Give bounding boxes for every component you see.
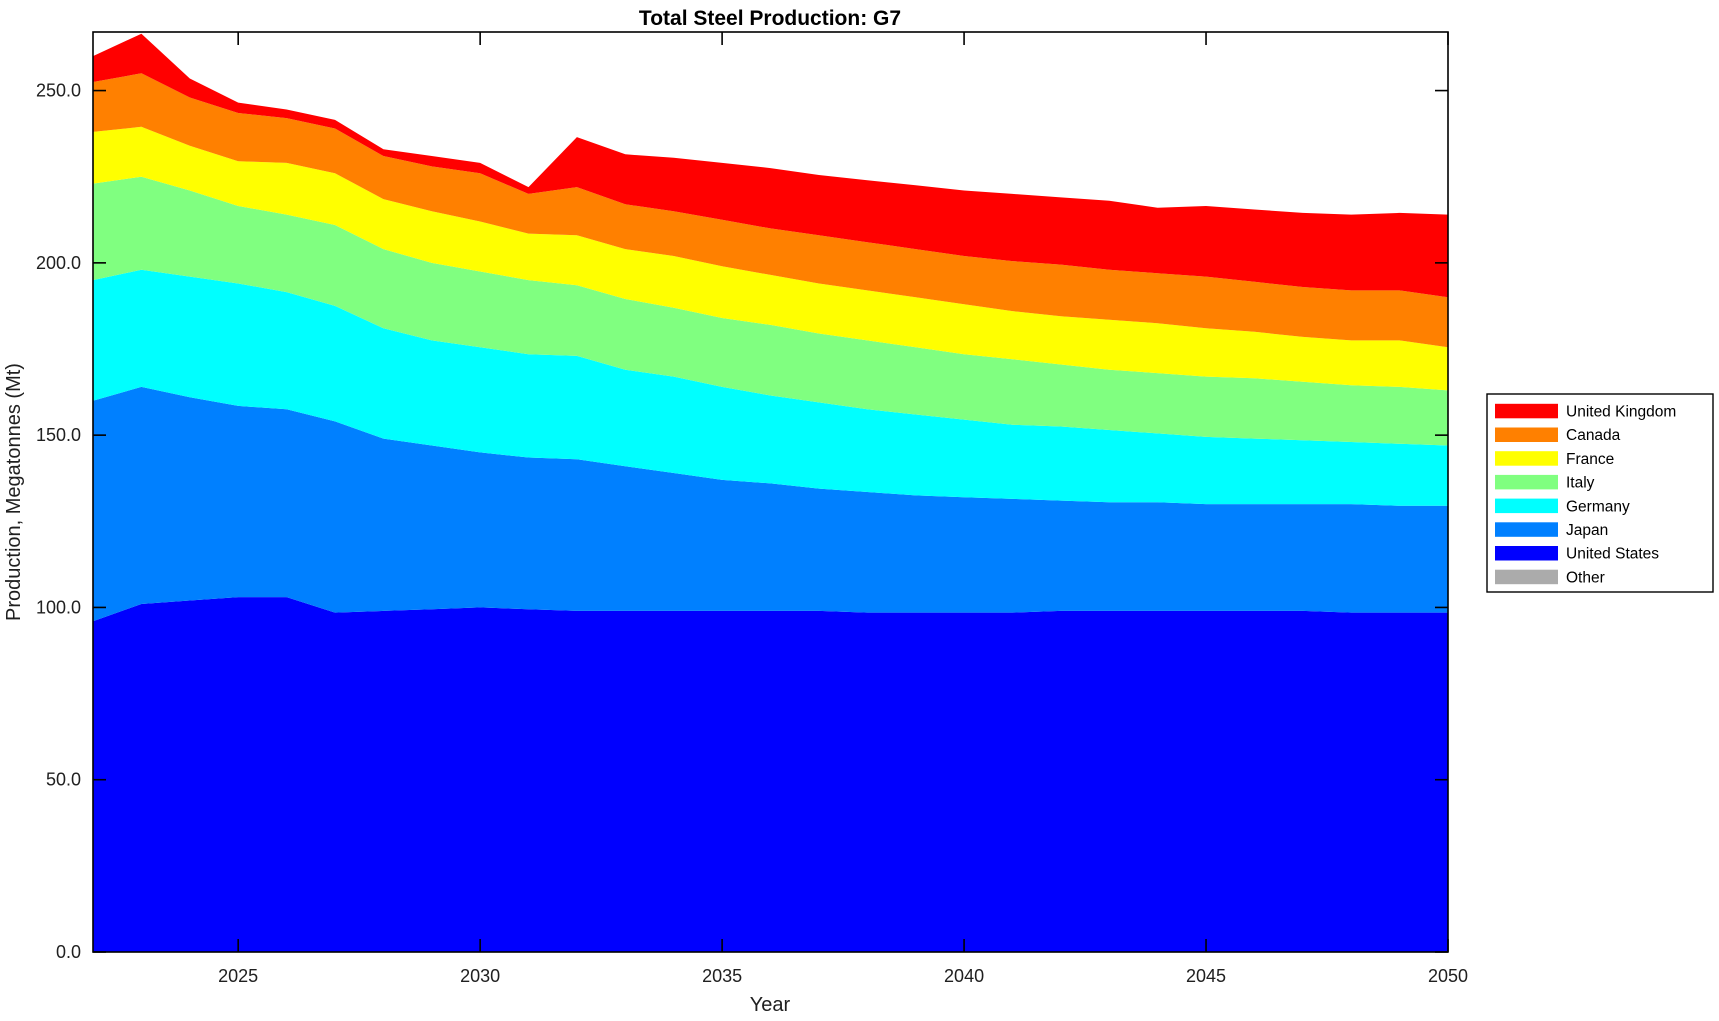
legend-swatch-canada [1495, 427, 1558, 442]
legend-swatch-united-states [1495, 546, 1558, 561]
legend-item-united-kingdom: United Kingdom [1495, 404, 1676, 421]
legend-item-italy: Italy [1495, 475, 1595, 492]
legend-item-france: France [1495, 451, 1614, 468]
stacked-areas [93, 33, 1448, 952]
legend-item-united-states: United States [1495, 546, 1659, 563]
chart-title: Total Steel Production: G7 [639, 7, 901, 30]
x-tick-label-2045: 2045 [1186, 966, 1226, 986]
area-united-states [93, 597, 1448, 952]
legend: United Kingdom Canada France Italy Germany Ja… [1486, 393, 1714, 593]
y-tick-label-50: 50.0 [46, 770, 81, 790]
x-axis-label: Year [750, 994, 791, 1016]
legend-label-canada: Canada [1566, 427, 1621, 444]
legend-swatch-japan [1495, 522, 1558, 537]
legend-item-other: Other [1495, 569, 1605, 586]
legend-swatch-germany [1495, 498, 1558, 514]
legend-swatch-united-kingdom [1495, 403, 1558, 419]
x-tick-label-2030: 2030 [460, 966, 500, 986]
area-united-kingdom [93, 33, 1448, 298]
legend-label-france: France [1566, 451, 1614, 468]
y-tick-label-100: 100.0 [36, 597, 81, 617]
legend-label-germany: Germany [1566, 498, 1630, 515]
legend-label-other: Other [1566, 569, 1605, 586]
area-canada [93, 73, 1448, 348]
legend-swatch-other [1495, 569, 1558, 585]
legend-item-germany: Germany [1495, 498, 1630, 515]
legend-label-italy: Italy [1566, 475, 1595, 492]
legend-label-united-states: United States [1566, 546, 1659, 563]
x-tick-label-2035: 2035 [702, 966, 742, 986]
axes-frame: 2025 2030 2035 2040 2045 2050 0.0 50.0 100.0 150.… [36, 31, 1468, 986]
y-tick-label-200: 200.0 [36, 253, 81, 273]
area-italy [93, 176, 1448, 446]
legend-swatch-france [1495, 451, 1558, 466]
y-tick-label-0: 0.0 [56, 942, 81, 962]
y-tick-label-150: 150.0 [36, 425, 81, 445]
area-japan [93, 386, 1448, 622]
area-france [93, 126, 1448, 391]
y-tick-label-250: 250.0 [36, 81, 81, 101]
x-tick-label-2040: 2040 [944, 966, 984, 986]
legend-label-japan: Japan [1566, 522, 1608, 539]
legend-item-japan: Japan [1495, 522, 1608, 539]
legend-swatch-italy [1495, 474, 1558, 490]
x-tick-label-2025: 2025 [218, 966, 258, 986]
legend-item-canada: Canada [1495, 427, 1621, 444]
area-germany [93, 269, 1448, 506]
plot-frame [92, 31, 1449, 953]
legend-label-united-kingdom: United Kingdom [1566, 404, 1676, 421]
x-tick-label-2050: 2050 [1428, 966, 1468, 986]
y-axis-label: Production, Megatonnes (Mt) [3, 363, 25, 621]
